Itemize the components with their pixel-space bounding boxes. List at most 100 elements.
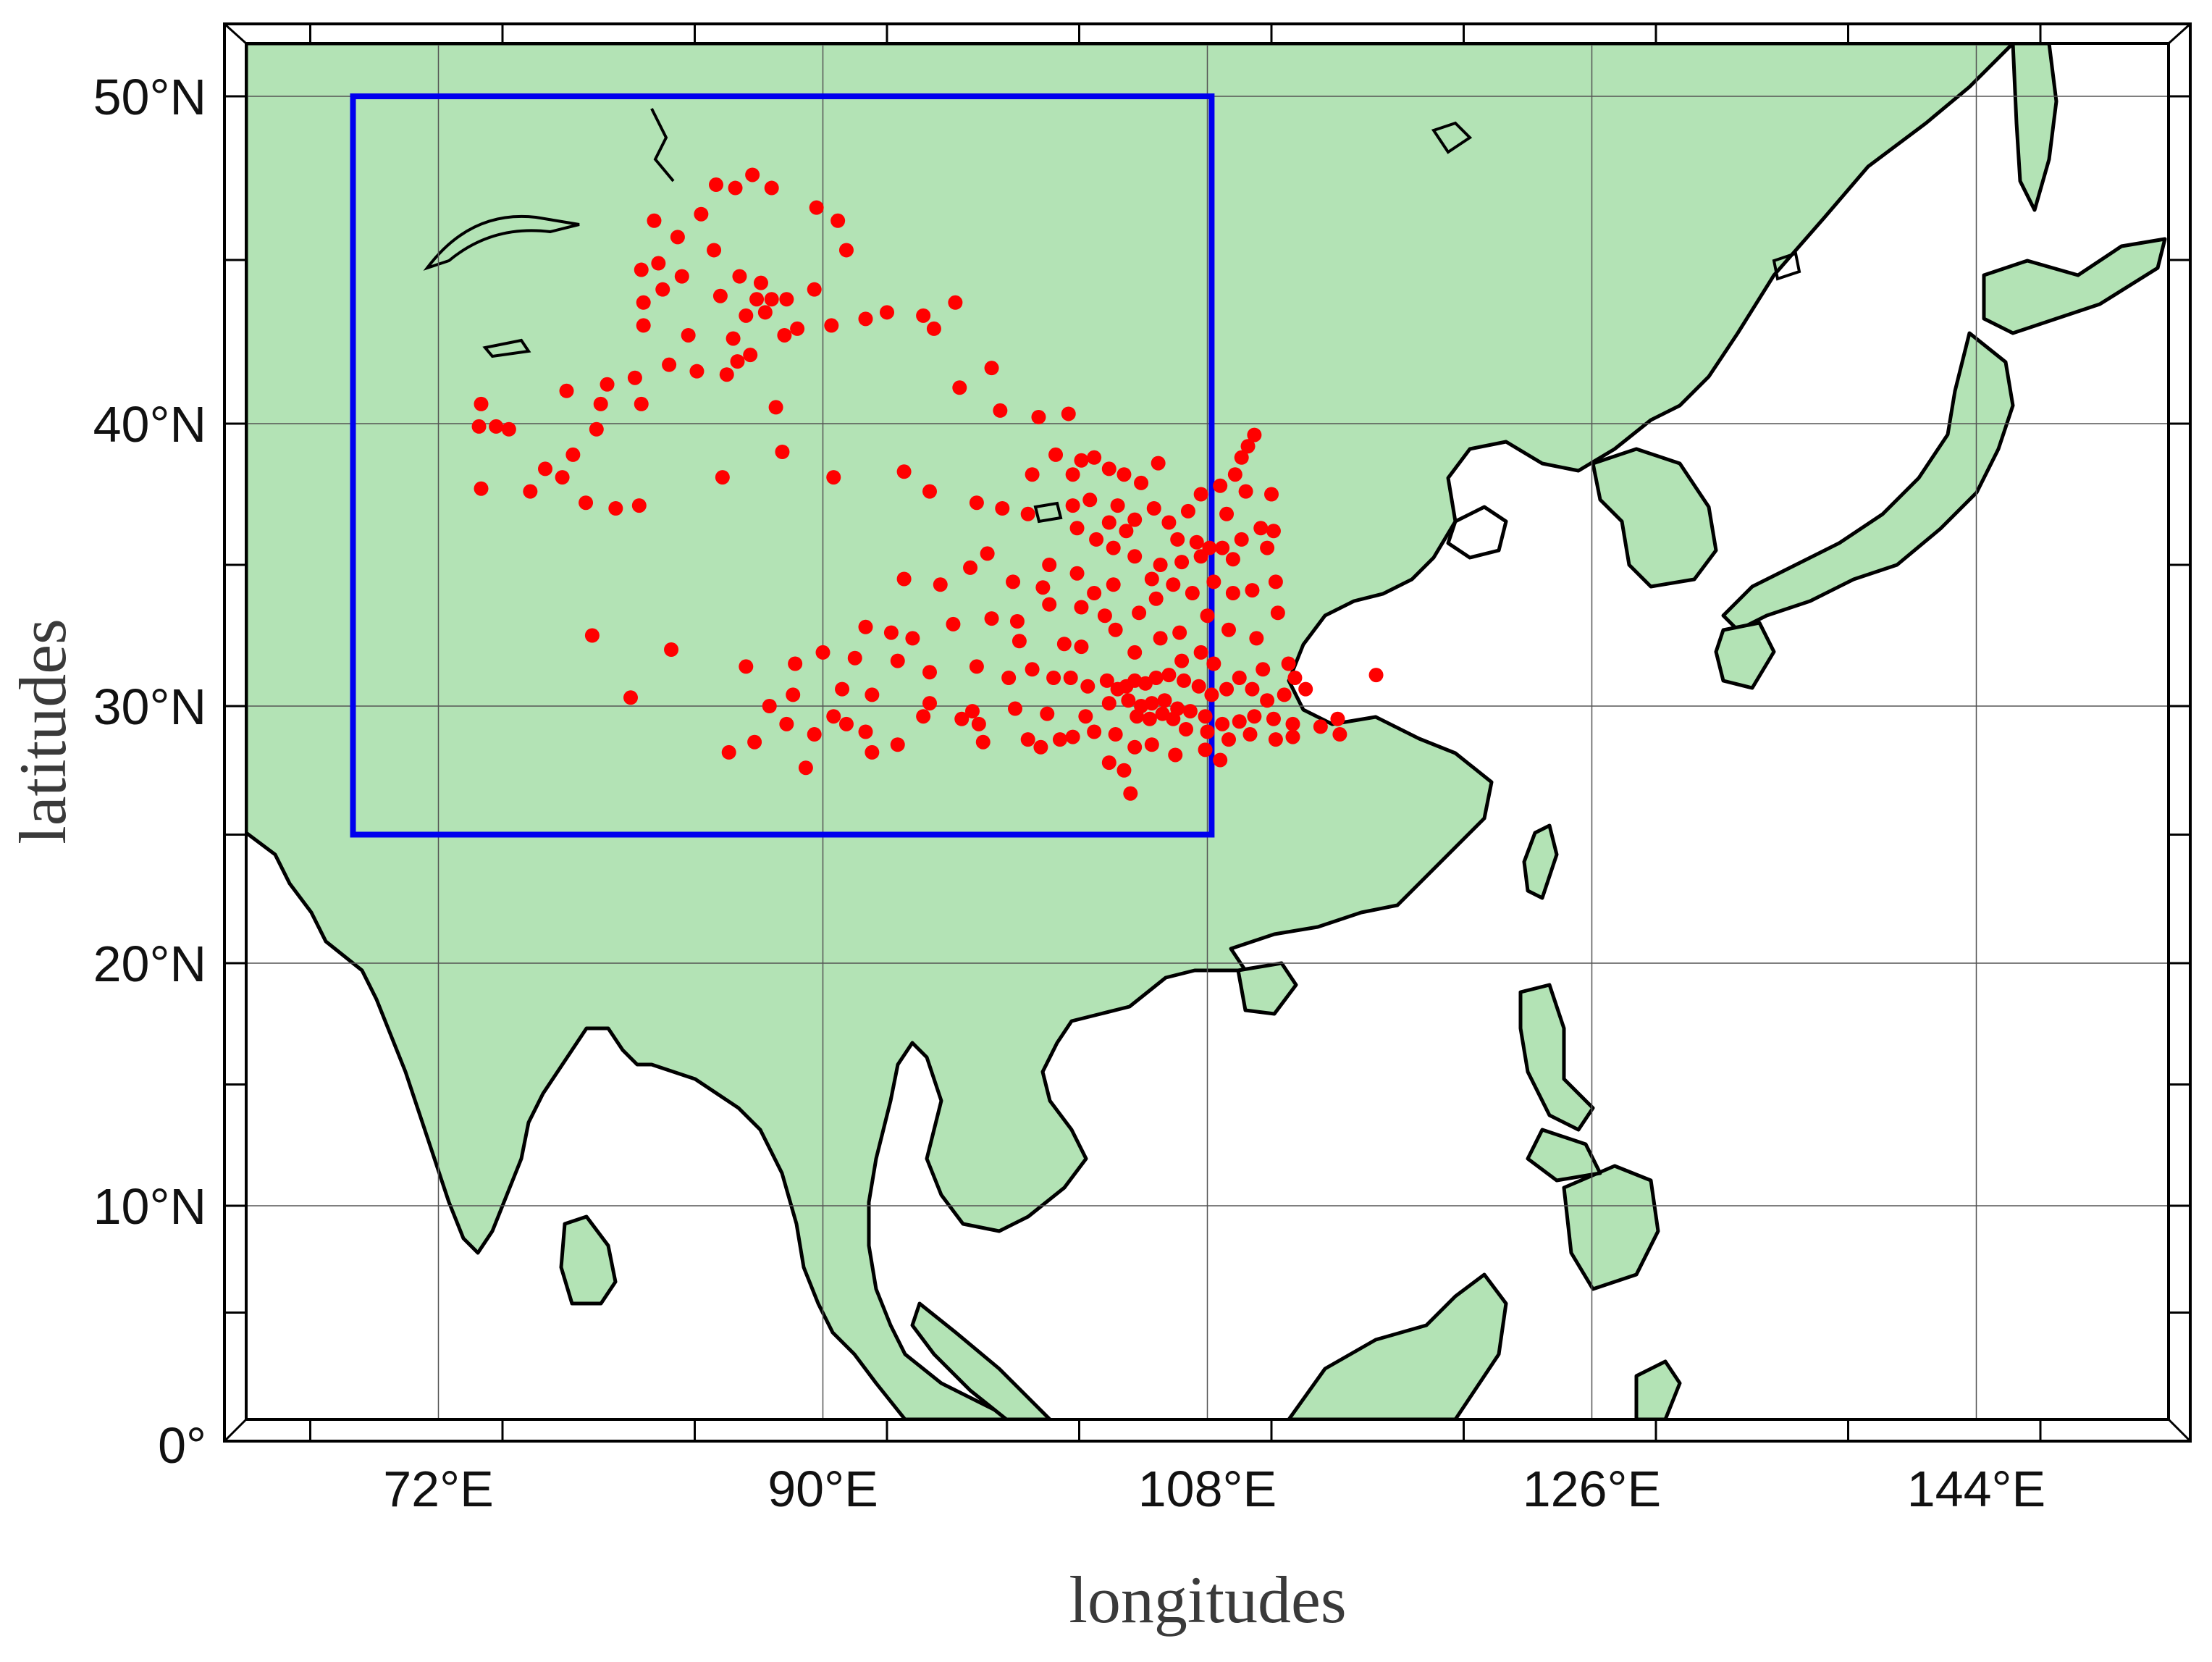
station-point [1101, 755, 1116, 771]
station-point [589, 421, 604, 437]
station-point [815, 645, 830, 660]
station-point [501, 421, 516, 437]
philippines-visayas [1526, 1128, 1602, 1183]
korea [1591, 447, 1718, 589]
station-point [1245, 681, 1260, 697]
station-point [905, 631, 920, 646]
station-point [559, 383, 574, 398]
station-point [1227, 467, 1242, 482]
station-point [1001, 671, 1017, 685]
station-point [1189, 534, 1204, 550]
station-point [1368, 668, 1384, 683]
station-point [1166, 711, 1181, 726]
station-point [631, 498, 647, 513]
station-point [1089, 532, 1104, 547]
station-point [1148, 671, 1164, 685]
station-point [627, 370, 642, 385]
station-point [858, 311, 873, 327]
station-point [1225, 552, 1240, 567]
lake-khanka [1772, 251, 1801, 281]
station-point [1268, 574, 1283, 589]
station-point [1219, 681, 1235, 697]
station-point [728, 180, 743, 196]
y-tick-label: 0° [158, 1417, 206, 1474]
station-point [1046, 671, 1061, 685]
station-point [745, 167, 760, 182]
station-point [1137, 676, 1153, 691]
station-point [1219, 506, 1235, 521]
station-point [838, 243, 854, 258]
lake-qinghai [1033, 501, 1063, 524]
station-point [474, 396, 489, 411]
station-point [757, 305, 773, 320]
station-point [1101, 696, 1116, 711]
station-point [1144, 737, 1159, 752]
station-point [489, 419, 504, 434]
station-point [707, 243, 722, 258]
station-point [768, 400, 783, 415]
station-point [1285, 729, 1300, 744]
y-tick-label: 20°N [93, 936, 206, 992]
station-point [1213, 752, 1228, 768]
station-point [1268, 732, 1283, 747]
station-point [993, 403, 1008, 418]
station-point [1256, 662, 1271, 677]
station-point [777, 327, 792, 343]
station-point [933, 577, 948, 592]
station-point [1110, 498, 1125, 513]
station-point [1012, 634, 1027, 649]
station-point [600, 377, 615, 392]
station-point [715, 470, 730, 485]
station-point [1101, 461, 1116, 477]
station-point [948, 295, 963, 310]
station-point [971, 716, 986, 731]
japan-kyushu [1714, 621, 1776, 690]
taiwan [1522, 823, 1559, 900]
station-point [681, 327, 696, 343]
station-point [1198, 742, 1213, 757]
station-point [523, 484, 538, 499]
station-point [946, 616, 961, 631]
station-point [1080, 679, 1096, 694]
station-point [1206, 574, 1221, 589]
station-point [1313, 719, 1328, 734]
station-point [1281, 656, 1296, 671]
philippines-luzon [1518, 983, 1595, 1132]
station-point [651, 256, 666, 271]
station-point [1193, 645, 1208, 660]
station-point [1040, 706, 1055, 721]
station-point [1056, 637, 1072, 652]
station-point [1266, 524, 1281, 539]
station-point [709, 177, 723, 193]
station-point [1202, 540, 1217, 555]
y-tick-label: 30°N [93, 679, 206, 735]
x-tick-labels: 72°E 90°E 108°E 126°E 144°E [383, 1461, 2045, 1517]
japan-hokkaido [1982, 237, 2167, 335]
station-point [847, 650, 862, 666]
station-point [788, 656, 803, 671]
station-point [762, 699, 777, 713]
station-point [1332, 727, 1347, 742]
station-point [896, 571, 912, 587]
station-point [1172, 625, 1187, 640]
station-point [1069, 521, 1085, 536]
station-point [835, 681, 850, 697]
station-point [1161, 515, 1177, 530]
y-axis-title: latitudes [6, 618, 80, 844]
station-point [1082, 492, 1098, 508]
station-point [826, 709, 841, 724]
station-point [739, 308, 754, 323]
station-point [1240, 439, 1256, 454]
sakhalin [2011, 43, 2058, 212]
station-point [922, 665, 937, 680]
station-point [1121, 693, 1136, 708]
station-point [1277, 687, 1292, 702]
station-point [1170, 532, 1185, 547]
station-point [969, 659, 984, 674]
station-point [1146, 501, 1161, 516]
station-point [858, 724, 873, 739]
station-point [786, 687, 801, 702]
station-point [565, 447, 581, 462]
x-tick-label: 72°E [383, 1461, 494, 1517]
station-point [555, 470, 570, 485]
